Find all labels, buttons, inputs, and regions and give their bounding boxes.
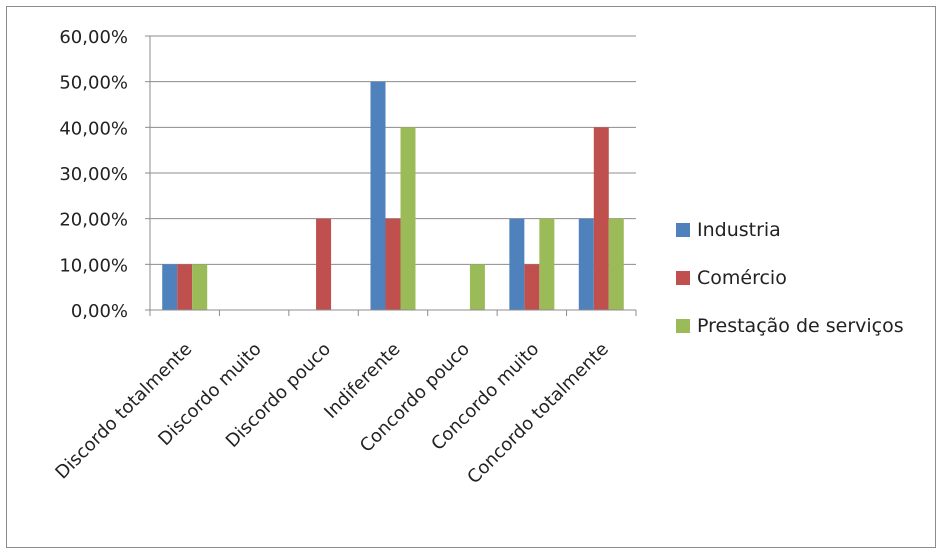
legend-label-industria: Industria <box>697 219 781 241</box>
legend-label-comercio: Comércio <box>697 267 787 289</box>
bar-com-rcio-6 <box>593 127 609 310</box>
y-axis: 0,00% 10,00% 20,00% 30,00% 40,00% 50,00% 60,00… <box>59 27 151 322</box>
legend-item-industria: Industria <box>676 218 904 242</box>
bar-presta-o-de-servi-os-5 <box>539 218 555 310</box>
y-tick-label: 50,00% <box>59 73 128 94</box>
bar-industria-5 <box>509 218 525 310</box>
legend-swatch-comercio <box>676 271 690 285</box>
y-tick-label: 0,00% <box>71 301 128 322</box>
bar-com-rcio-0 <box>177 264 193 310</box>
legend-item-comercio: Comércio <box>676 266 904 290</box>
y-tick-label: 40,00% <box>59 118 128 139</box>
legend: Industria Comércio Prestação de serviços <box>676 218 904 362</box>
bar-industria-0 <box>162 264 178 310</box>
y-tick-label: 30,00% <box>59 164 128 185</box>
bar-presta-o-de-servi-os-4 <box>469 264 485 310</box>
legend-swatch-prestacao <box>676 319 690 333</box>
bar-industria-6 <box>578 218 594 310</box>
legend-item-prestacao: Prestação de serviços <box>676 314 904 338</box>
y-tick-label: 20,00% <box>59 210 128 231</box>
bar-presta-o-de-servi-os-0 <box>192 264 208 310</box>
bars <box>162 81 624 311</box>
x-tick-label: Discordo totalmente <box>52 339 197 484</box>
bar-industria-3 <box>370 81 386 311</box>
bar-com-rcio-5 <box>524 264 540 310</box>
bar-com-rcio-3 <box>385 218 401 310</box>
x-tick-label: Concordo totalmente <box>463 339 613 489</box>
bar-presta-o-de-servi-os-6 <box>608 218 624 310</box>
bar-presta-o-de-servi-os-3 <box>400 127 416 310</box>
y-tick-label: 60,00% <box>59 27 128 48</box>
bar-com-rcio-2 <box>316 218 332 310</box>
legend-label-prestacao: Prestação de serviços <box>697 315 904 337</box>
y-tick-label: 10,00% <box>59 255 128 276</box>
legend-swatch-industria <box>676 223 690 237</box>
